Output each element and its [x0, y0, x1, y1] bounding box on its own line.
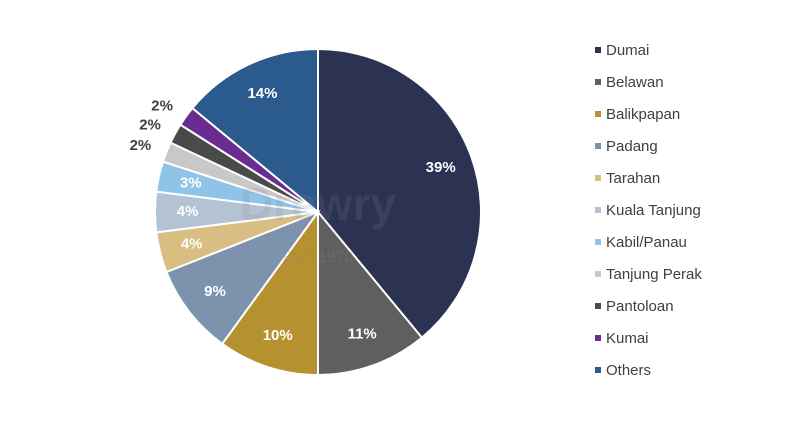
legend-label: Kuala Tanjung — [606, 202, 701, 219]
data-label: 10% — [263, 327, 293, 344]
pie-slice — [317, 47, 482, 340]
legend-swatch — [595, 143, 601, 149]
data-label: 2% — [139, 117, 161, 134]
data-label: 4% — [177, 203, 199, 220]
legend-label: Pantoloan — [606, 298, 674, 315]
watermark-subtitle: EST 1970 — [283, 249, 354, 266]
legend-swatch — [595, 111, 601, 117]
legend-label: Kabil/Panau — [606, 234, 687, 251]
legend-label: Tanjung Perak — [606, 266, 702, 283]
legend-swatch — [595, 303, 601, 309]
legend-label: Balikpapan — [606, 106, 680, 123]
legend-label: Dumai — [606, 42, 649, 59]
pie-slice — [220, 208, 319, 377]
pie-slice — [165, 209, 321, 346]
legend-label: Tarahan — [606, 170, 660, 187]
data-label: 11% — [348, 326, 377, 343]
data-label: 2% — [151, 98, 173, 115]
data-label: 2% — [130, 137, 152, 154]
legend-swatch — [595, 47, 601, 53]
pie-slice — [317, 209, 424, 377]
legend-swatch — [595, 367, 601, 373]
legend-swatch — [595, 79, 601, 85]
data-label: 3% — [180, 175, 202, 192]
legend-swatch — [595, 271, 601, 277]
pie-slice — [190, 47, 319, 215]
data-label: 14% — [247, 85, 277, 102]
legend-label: Others — [606, 362, 651, 379]
legend-swatch — [595, 175, 601, 181]
legend-swatch — [595, 207, 601, 213]
watermark: Drewry — [240, 178, 396, 230]
legend-label: Kumai — [606, 330, 649, 347]
legend-swatch — [595, 239, 601, 245]
legend-label: Belawan — [606, 74, 664, 91]
legend-swatch — [595, 335, 601, 341]
data-label: 39% — [426, 159, 456, 176]
data-label: 4% — [181, 235, 203, 252]
data-label: 9% — [204, 283, 226, 300]
legend-label: Padang — [606, 138, 658, 155]
